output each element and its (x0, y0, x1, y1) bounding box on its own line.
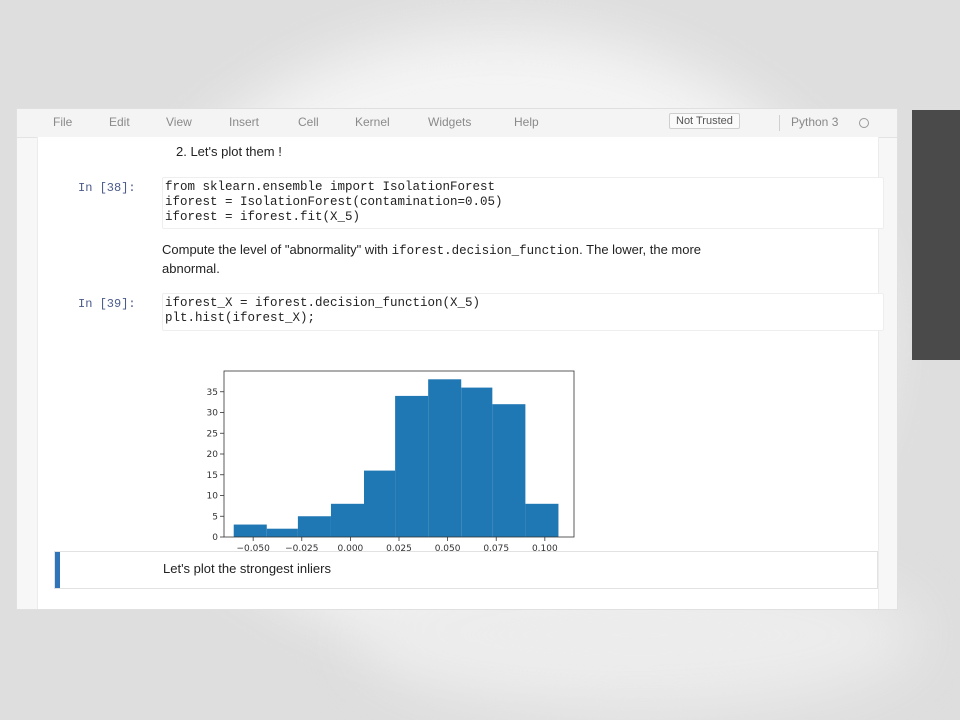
y-tick-label: 10 (207, 492, 219, 502)
code-line: from sklearn.ensemble import IsolationFo… (165, 180, 496, 194)
menu-file[interactable]: File (53, 115, 73, 129)
cell-39-prompt: In [39]: (78, 297, 136, 311)
menu-help[interactable]: Help (514, 115, 539, 129)
x-tick-label: 0.025 (386, 544, 412, 554)
y-tick-label: 35 (207, 388, 218, 398)
compute-text-line2: abnormal. (162, 261, 220, 276)
y-tick-label: 0 (212, 533, 218, 543)
markdown-compute-text: Compute the level of "abnormality" with … (162, 241, 862, 278)
notebook-page: 2. Let's plot them ! In [38]: from sklea… (37, 137, 884, 609)
menu-view[interactable]: View (166, 115, 192, 129)
selected-cell-indicator (55, 552, 60, 588)
menu-separator (779, 115, 780, 131)
histogram-bar (395, 395, 429, 537)
kernel-status-icon (859, 118, 869, 128)
markdown-inliers-text: Let's plot the strongest inliers (163, 561, 331, 576)
menu-insert[interactable]: Insert (229, 115, 260, 129)
y-tick-label: 15 (207, 471, 218, 481)
code-cell-39[interactable]: iforest_X = iforest.decision_function(X_… (162, 293, 884, 331)
x-tick-label: 0.000 (338, 544, 364, 554)
menu-widgets[interactable]: Widgets (428, 115, 472, 129)
x-tick-label: 0.050 (435, 544, 461, 554)
x-tick-label: 0.100 (532, 544, 558, 554)
x-tick-label: −0.050 (237, 544, 271, 554)
histogram-bar (297, 516, 331, 537)
histogram-bar (330, 503, 364, 537)
compute-text-start: Compute the level of "abnormality" with (162, 242, 392, 257)
y-tick-label: 20 (207, 450, 219, 460)
histogram-bar (233, 524, 267, 537)
code-line: iforest = iforest.fit(X_5) (165, 210, 361, 224)
histogram-bar (428, 379, 462, 537)
compute-text-end: . The lower, the more (579, 242, 702, 257)
code-line: plt.hist(iforest_X); (165, 311, 316, 325)
notebook-window: File Edit View Insert Cell Kernel Widget… (16, 108, 898, 610)
histogram-bar (525, 503, 559, 537)
histogram-bar (266, 528, 298, 537)
y-tick-label: 30 (207, 409, 219, 419)
selected-markdown-cell[interactable]: Let's plot the strongest inliers (54, 551, 878, 589)
markdown-plot-heading: 2. Let's plot them ! (176, 144, 282, 159)
x-tick-label: −0.025 (285, 544, 318, 554)
menu-kernel[interactable]: Kernel (355, 115, 390, 129)
histogram-output: 0 5 10 15 20 25 30 35 −0.050 −0.025 0.000 0.025 0.05… (178, 365, 578, 555)
code-line: iforest_X = iforest.decision_function(X_… (165, 296, 481, 310)
menu-cell[interactable]: Cell (298, 115, 319, 129)
histogram-bar (461, 387, 493, 537)
code-line: iforest = IsolationForest(contamination=… (165, 195, 503, 209)
y-tick-label: 25 (207, 429, 218, 439)
y-tick-label: 5 (212, 512, 218, 522)
menu-edit[interactable]: Edit (109, 115, 130, 129)
compute-text-code: iforest.decision_function (391, 244, 580, 258)
histogram-bar (492, 404, 526, 537)
not-trusted-button[interactable]: Not Trusted (669, 113, 740, 129)
x-tick-label: 0.075 (483, 544, 509, 554)
histogram-bar (364, 470, 396, 537)
code-cell-38[interactable]: from sklearn.ensemble import IsolationFo… (162, 177, 884, 229)
cell-38-prompt: In [38]: (78, 181, 136, 195)
histogram-chart: 0 5 10 15 20 25 30 35 −0.050 −0.025 0.000 0.025 0.05… (207, 370, 575, 554)
side-panel (912, 110, 960, 360)
menubar: File Edit View Insert Cell Kernel Widget… (17, 109, 897, 138)
kernel-name: Python 3 (791, 115, 839, 129)
